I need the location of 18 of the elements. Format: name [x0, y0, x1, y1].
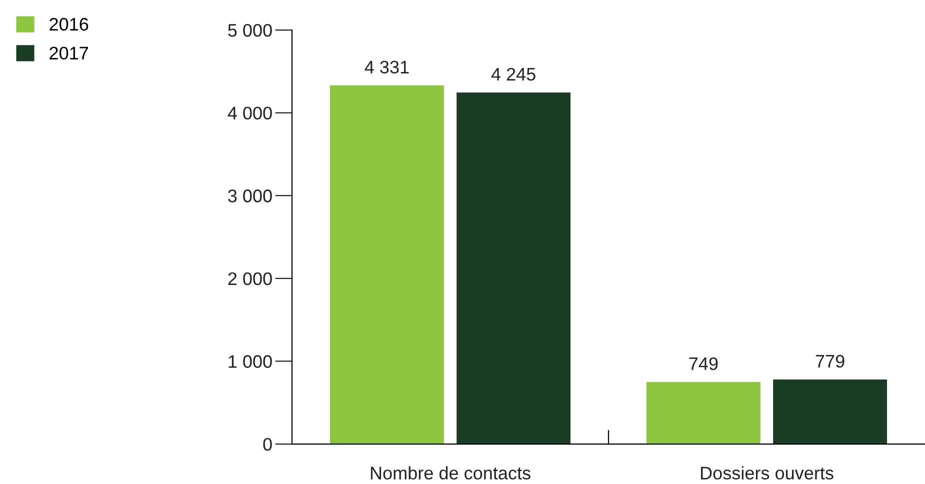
data-label: 4 245	[491, 68, 536, 81]
legend-label: 2017	[50, 46, 88, 60]
y-tick-label: 4 000	[228, 106, 272, 120]
data-label: 749	[689, 357, 718, 370]
data-label: 779	[816, 354, 844, 368]
y-tick-label: 5 000	[228, 24, 272, 37]
bar	[456, 92, 571, 444]
y-tick-label: 2 000	[228, 272, 272, 286]
bar	[773, 380, 888, 444]
data-label: 4 331	[364, 60, 409, 74]
x-tick-label: Dossiers ouverts	[701, 466, 834, 480]
bar	[646, 382, 760, 444]
y-tick-label: 1 000	[228, 355, 272, 368]
x-tick-label: Nombre de contacts	[370, 466, 530, 480]
y-tick-label: 3 000	[228, 190, 272, 202]
legend-label: 2016	[50, 18, 88, 31]
bar	[330, 85, 444, 444]
y-tick-label: 0	[263, 438, 272, 451]
